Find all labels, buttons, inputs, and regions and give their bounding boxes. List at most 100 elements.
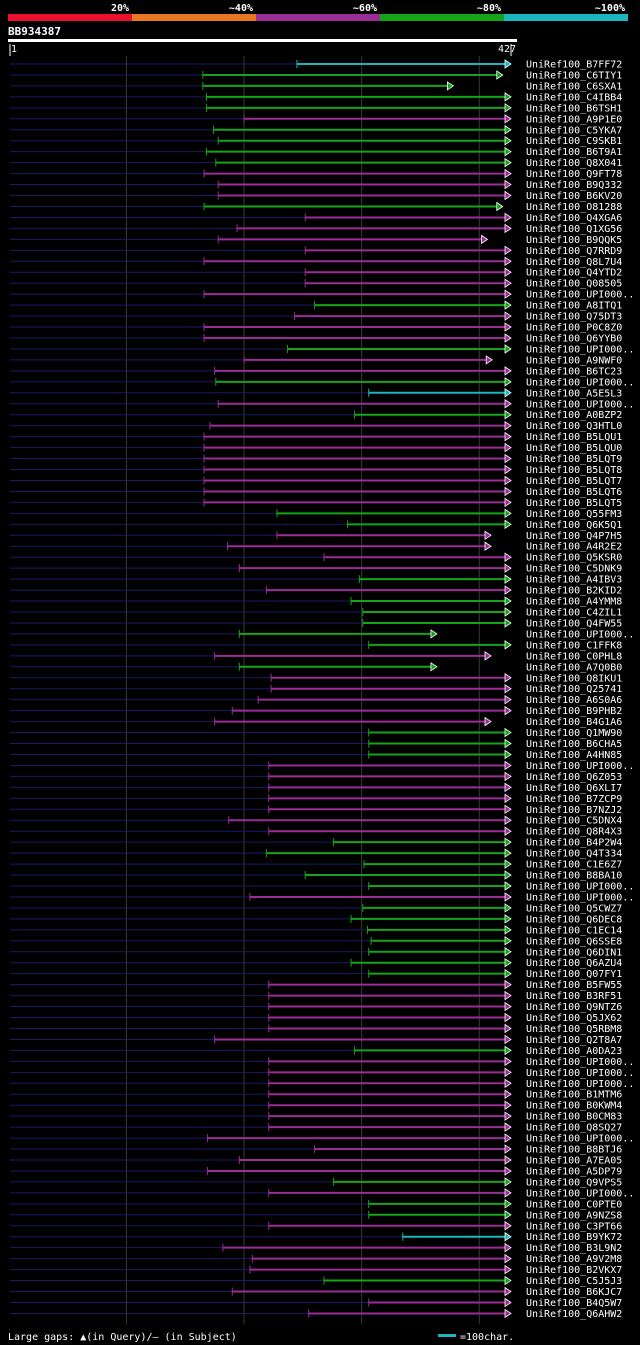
hit-row: UniRef100_B7FF72 bbox=[10, 59, 622, 71]
hit-label: UniRef100_B8BTJ6 bbox=[526, 1145, 622, 1156]
hit-end-arrow bbox=[504, 1111, 512, 1121]
hit-label: UniRef100_Q7RRD9 bbox=[526, 246, 622, 257]
hit-end-arrow bbox=[504, 486, 512, 497]
hit-label: UniRef100_C6TIY1 bbox=[526, 70, 622, 81]
hit-end-arrow bbox=[504, 125, 512, 135]
hit-end-arrow bbox=[504, 179, 512, 190]
hit-end-arrow bbox=[484, 530, 492, 541]
hit-label: UniRef100_UPI000.. bbox=[526, 882, 634, 893]
hit-row: UniRef100_Q6SSE8 bbox=[10, 936, 622, 947]
hit-end-arrow bbox=[504, 464, 512, 475]
legend-label-2: ~60% bbox=[353, 3, 377, 14]
hit-label: UniRef100_A8ITQ1 bbox=[526, 301, 622, 312]
hit-end-arrow bbox=[504, 157, 512, 168]
hit-label: UniRef100_C0PTE0 bbox=[526, 1199, 622, 1210]
hit-end-arrow bbox=[504, 333, 512, 343]
hit-label: UniRef100_C9SKB1 bbox=[526, 136, 622, 147]
hit-row: UniRef100_UPI000.. bbox=[10, 289, 634, 301]
hit-row: UniRef100_Q6DIN1 bbox=[10, 947, 622, 958]
hit-end-arrow bbox=[504, 103, 512, 113]
hit-label: UniRef100_C5J5J3 bbox=[526, 1276, 622, 1287]
hit-row: UniRef100_Q4YTD2 bbox=[10, 267, 622, 279]
hit-end-arrow bbox=[504, 1264, 512, 1275]
hit-end-arrow bbox=[504, 289, 512, 299]
hit-end-arrow bbox=[485, 355, 493, 365]
legend-swatch-4 bbox=[504, 14, 628, 21]
hit-label: UniRef100_A9NWF0 bbox=[526, 355, 622, 366]
hit-row: UniRef100_UPI000.. bbox=[10, 377, 634, 388]
hit-end-arrow bbox=[504, 1122, 512, 1132]
hit-label: UniRef100_Q55FM3 bbox=[526, 509, 622, 520]
hit-row: UniRef100_A5DP79 bbox=[10, 1166, 622, 1177]
hit-label: UniRef100_A5DP79 bbox=[526, 1166, 622, 1177]
hit-row: UniRef100_Q6YYB0 bbox=[10, 333, 622, 345]
scale-text: =100char. bbox=[460, 1332, 514, 1343]
hit-label: UniRef100_B0CM83 bbox=[526, 1112, 622, 1123]
hit-label: UniRef100_B7NZJ2 bbox=[526, 805, 622, 816]
hit-row: UniRef100_UPI000.. bbox=[10, 1067, 634, 1079]
hit-label: UniRef100_UPI000.. bbox=[526, 344, 634, 355]
scale-bar bbox=[438, 1334, 456, 1337]
hit-end-arrow bbox=[504, 727, 512, 738]
hit-label: UniRef100_C4ZIL1 bbox=[526, 608, 622, 619]
hit-row: UniRef100_B5LQT9 bbox=[10, 453, 622, 465]
hit-row: UniRef100_UPI000.. bbox=[10, 1188, 634, 1199]
hit-label: UniRef100_Q9NTZ6 bbox=[526, 1002, 622, 1013]
hit-row: UniRef100_UPI000.. bbox=[10, 1056, 634, 1068]
legend-swatch-3 bbox=[380, 14, 504, 21]
hit-row: UniRef100_Q9VPS5 bbox=[10, 1177, 622, 1188]
hit-label: UniRef100_B2VKX7 bbox=[526, 1265, 622, 1276]
hit-label: UniRef100_B7ZCP9 bbox=[526, 794, 622, 805]
hit-label: UniRef100_Q6AHW2 bbox=[526, 1309, 622, 1320]
hit-label: UniRef100_UPI000.. bbox=[526, 1079, 634, 1090]
hit-label: UniRef100_UPI000.. bbox=[526, 399, 634, 410]
hit-row: UniRef100_UPI000.. bbox=[10, 344, 634, 355]
hit-row: UniRef100_A9NWF0 bbox=[10, 355, 622, 366]
hit-end-arrow bbox=[504, 114, 512, 124]
hit-row: UniRef100_A7Q0B0 bbox=[10, 662, 622, 673]
hit-label: UniRef100_Q8IKU1 bbox=[526, 673, 622, 684]
hit-end-arrow bbox=[504, 311, 512, 321]
hit-row: UniRef100_B9PHB2 bbox=[10, 705, 622, 717]
hit-end-arrow bbox=[496, 70, 504, 80]
hit-end-arrow bbox=[504, 1177, 512, 1187]
hit-end-arrow bbox=[504, 771, 512, 782]
hit-end-arrow bbox=[504, 377, 512, 387]
hit-label: UniRef100_Q08505 bbox=[526, 279, 622, 290]
hit-end-arrow bbox=[504, 881, 512, 891]
hit-end-arrow bbox=[504, 640, 512, 650]
hit-end-arrow bbox=[504, 431, 512, 442]
hit-row: UniRef100_B6T9A1 bbox=[10, 146, 622, 158]
hit-row: UniRef100_B1MTM6 bbox=[10, 1089, 622, 1101]
hit-row: UniRef100_A6S0A6 bbox=[10, 694, 622, 706]
hit-end-arrow bbox=[504, 322, 512, 332]
hit-end-arrow bbox=[504, 1133, 512, 1143]
hit-end-arrow bbox=[504, 300, 512, 310]
hit-label: UniRef100_B3RF51 bbox=[526, 991, 622, 1002]
hit-label: UniRef100_A0BZP2 bbox=[526, 410, 622, 421]
hit-label: UniRef100_B5LQU1 bbox=[526, 432, 622, 443]
hit-label: UniRef100_P0C8Z0 bbox=[526, 323, 622, 334]
hit-label: UniRef100_A7EA05 bbox=[526, 1156, 622, 1167]
hit-label: UniRef100_B2KID2 bbox=[526, 586, 622, 597]
hit-end-arrow bbox=[504, 1188, 512, 1198]
hit-end-arrow bbox=[504, 925, 512, 935]
hit-label: UniRef100_Q4FW55 bbox=[526, 618, 622, 629]
hit-end-arrow bbox=[504, 519, 512, 530]
hit-row: UniRef100_UPI000.. bbox=[10, 399, 634, 410]
hit-label: UniRef100_B5LQU0 bbox=[526, 443, 622, 454]
hit-label: UniRef100_C5YKA7 bbox=[526, 125, 622, 136]
hit-label: UniRef100_Q6Z053 bbox=[526, 772, 622, 783]
hit-row: UniRef100_Q8X041 bbox=[10, 157, 622, 169]
hit-end-arrow bbox=[504, 1253, 512, 1264]
hit-end-arrow bbox=[504, 596, 512, 606]
hit-label: UniRef100_Q6AZU4 bbox=[526, 958, 622, 969]
hit-label: UniRef100_UPI000.. bbox=[526, 1134, 634, 1145]
hit-row: UniRef100_B6TSH1 bbox=[10, 103, 622, 114]
hit-end-arrow bbox=[504, 212, 512, 223]
hit-label: UniRef100_B1MTM6 bbox=[526, 1090, 622, 1101]
hit-end-arrow bbox=[446, 81, 455, 91]
hit-row: UniRef100_B6KJC7 bbox=[10, 1286, 622, 1298]
hit-label: UniRef100_A9P1E0 bbox=[526, 114, 622, 125]
hit-end-arrow bbox=[504, 1045, 512, 1056]
